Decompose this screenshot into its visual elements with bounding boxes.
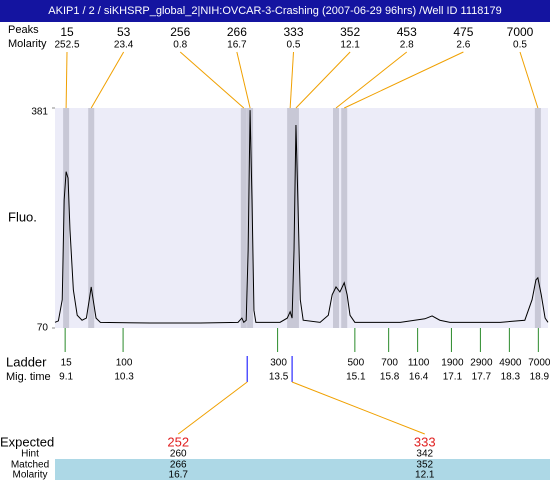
peak-size: 352 xyxy=(340,25,360,39)
ladder-time: 15.8 xyxy=(380,372,400,383)
matched-row-bg xyxy=(55,459,550,480)
peak-molarity: 2.8 xyxy=(400,40,414,51)
peak-band xyxy=(287,108,294,328)
expected-molarity-label: Molarity xyxy=(12,470,47,480)
y-axis-label: Fluo. xyxy=(8,209,37,224)
header-bar xyxy=(0,0,550,22)
ladder-time: 18.3 xyxy=(501,372,521,383)
ladder-size: 300 xyxy=(270,358,287,369)
peak-connector xyxy=(90,51,125,109)
ladder-size: 500 xyxy=(348,358,365,369)
expected-label: Expected xyxy=(0,434,54,449)
peak-molarity: 252.5 xyxy=(54,40,79,51)
ladder-time: 9.1 xyxy=(59,372,73,383)
peak-molarity: 0.5 xyxy=(287,40,301,51)
peak-connector xyxy=(289,51,294,109)
ladder-time: 10.3 xyxy=(114,372,134,383)
ladder-time: 17.1 xyxy=(443,372,463,383)
ladder-size: 15 xyxy=(61,358,73,369)
peak-connector xyxy=(65,51,68,109)
peak-molarity: 23.4 xyxy=(114,40,134,51)
matched-label: Matched xyxy=(11,460,49,471)
peak-size: 53 xyxy=(117,25,131,39)
peak-size: 333 xyxy=(283,25,303,39)
peak-band xyxy=(292,108,299,328)
ladder-time: 13.5 xyxy=(269,372,289,383)
plot-area xyxy=(55,108,548,328)
peak-molarity: 2.6 xyxy=(456,40,470,51)
ladder-size: 700 xyxy=(381,358,398,369)
peak-size: 475 xyxy=(453,25,473,39)
expected-connector xyxy=(177,381,248,435)
peak-band xyxy=(240,108,247,328)
expected-size: 252 xyxy=(167,434,189,449)
ladder-time: 15.1 xyxy=(346,372,366,383)
header-title: AKIP1 / 2 / siKHSRP_global_2|NIH:OVCAR-3… xyxy=(48,5,501,17)
peak-connector xyxy=(519,51,539,109)
hint-size: 260 xyxy=(170,449,187,460)
ladder-time: 17.7 xyxy=(472,372,492,383)
peak-size: 15 xyxy=(60,25,74,39)
peak-size: 266 xyxy=(227,25,247,39)
expected-connector xyxy=(291,381,425,435)
peak-molarity: 12.1 xyxy=(340,40,360,51)
hint-label: Hint xyxy=(21,449,39,460)
ladder-size: 1900 xyxy=(441,358,464,369)
peak-size: 453 xyxy=(397,25,417,39)
peak-connector xyxy=(236,51,251,109)
y-tick-label: 70 xyxy=(37,323,49,334)
expected-size: 333 xyxy=(414,434,436,449)
peaks-label: Peaks xyxy=(8,24,39,36)
ladder-label: Ladder xyxy=(6,354,47,369)
matched-molarity: 12.1 xyxy=(415,470,435,480)
ladder-size: 4900 xyxy=(499,358,522,369)
peak-molarity: 16.7 xyxy=(227,40,247,51)
molarity-label: Molarity xyxy=(8,38,47,50)
peak-band xyxy=(534,108,541,328)
peak-connector xyxy=(295,51,351,109)
mig-time-label: Mig. time xyxy=(6,371,51,383)
peak-connector xyxy=(335,51,408,109)
ladder-size: 2900 xyxy=(470,358,493,369)
peak-band xyxy=(341,108,348,328)
peak-band xyxy=(247,108,254,328)
peak-molarity: 0.5 xyxy=(513,40,527,51)
ladder-size: 7000 xyxy=(528,358,550,369)
peak-connector xyxy=(179,51,245,109)
ladder-time: 16.4 xyxy=(409,372,429,383)
peak-band xyxy=(88,108,95,328)
y-tick-label: 381 xyxy=(31,107,48,118)
ladder-size: 100 xyxy=(116,358,133,369)
ladder-size: 1100 xyxy=(408,358,430,369)
peak-size: 7000 xyxy=(507,25,534,39)
peak-molarity: 0.8 xyxy=(173,40,187,51)
matched-size: 352 xyxy=(416,460,433,471)
peak-band xyxy=(333,108,340,328)
matched-size: 266 xyxy=(170,460,187,471)
hint-size: 342 xyxy=(416,449,433,460)
matched-molarity: 16.7 xyxy=(169,470,189,480)
peak-band xyxy=(63,108,70,328)
peak-size: 256 xyxy=(170,25,190,39)
peak-connector xyxy=(344,51,464,109)
trace xyxy=(54,110,549,324)
ladder-time: 18.9 xyxy=(530,372,550,383)
